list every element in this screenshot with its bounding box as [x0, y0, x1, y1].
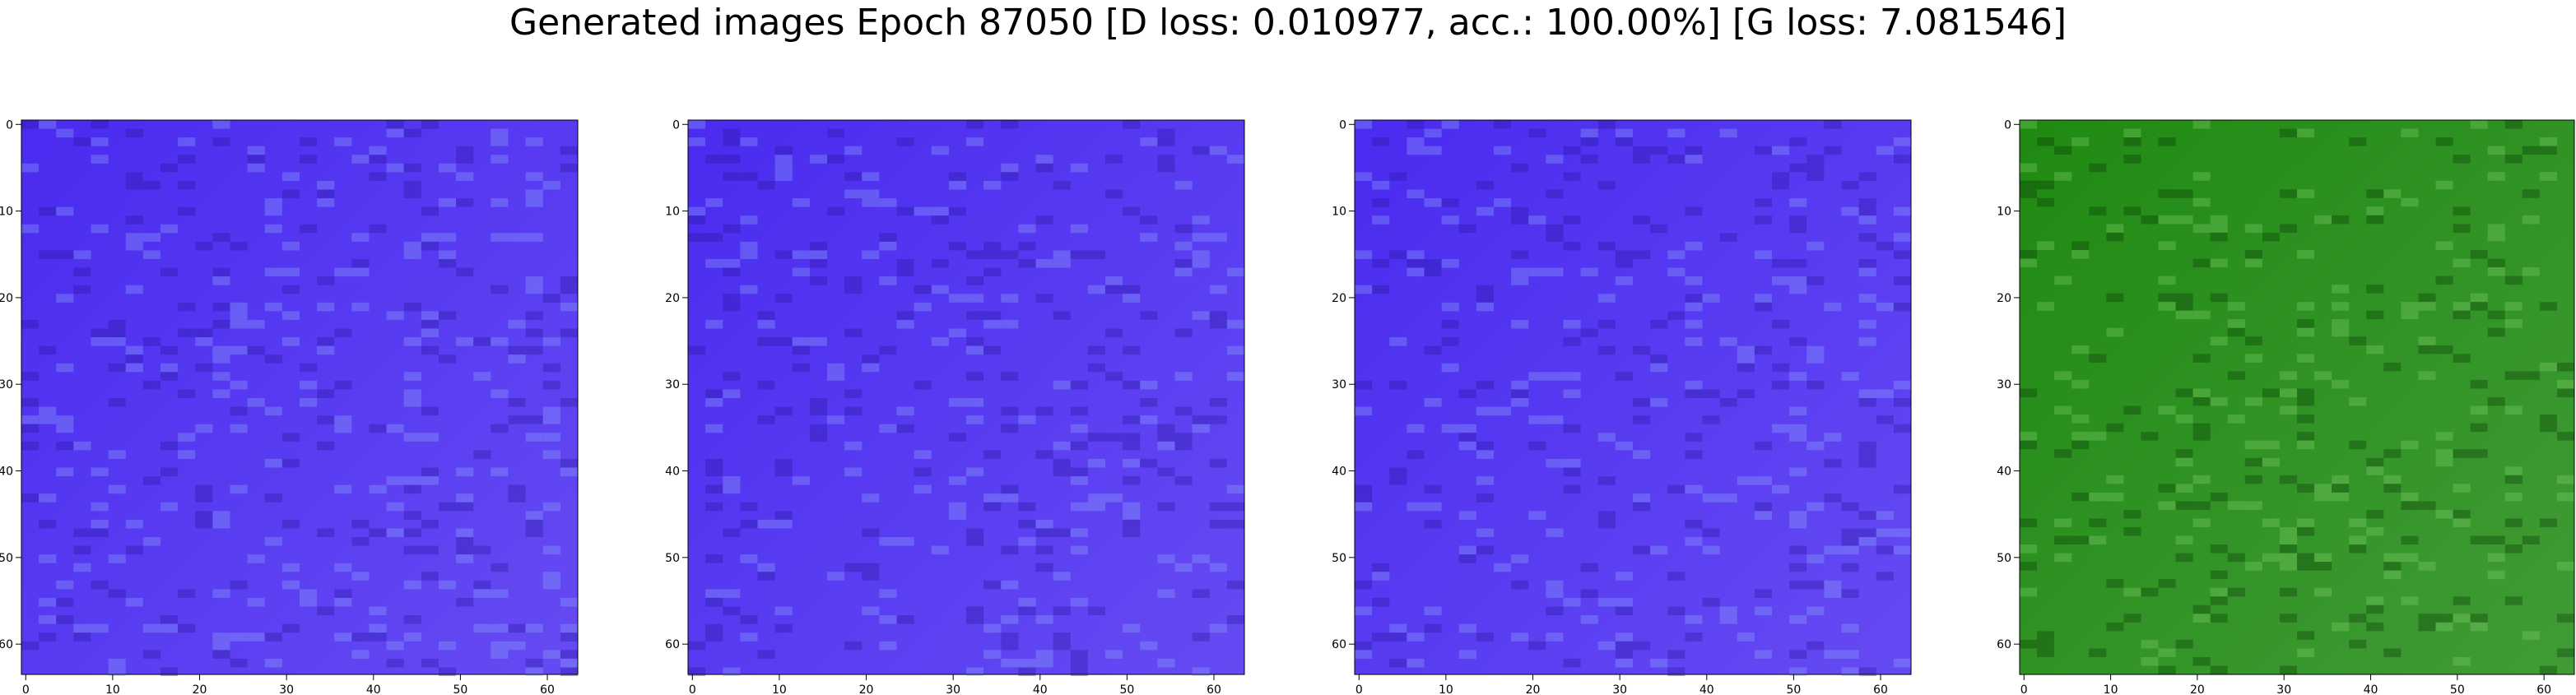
x-tick-label: 10: [2104, 683, 2118, 695]
pixel-texture: [21, 120, 578, 676]
y-tick-label: 30: [665, 378, 680, 392]
x-tick-label: 60: [540, 683, 555, 695]
image-area: [1355, 120, 1911, 674]
pixel-texture: [1355, 120, 1911, 676]
x-tick-label: 40: [366, 683, 381, 695]
x-tick-label: 60: [1207, 683, 1221, 695]
panel-1-plot: 0 10 20 30 40 50 60 0 10 20 30 40 50 60: [0, 118, 579, 695]
x-tick-label: 10: [772, 683, 787, 695]
panel-3-plot: 0 10 20 30 40 50 60 0 10 20 30 40 50 60: [1332, 118, 1912, 695]
x-tick-label: 10: [105, 683, 120, 695]
x-tick-label: 50: [453, 683, 467, 695]
y-tick-label: 10: [1997, 206, 2011, 219]
x-tick-label: 60: [2536, 683, 2551, 695]
axes-frame: [1354, 119, 1912, 675]
image-panel-2: 0 10 20 30 40 50 60 0 10 20 30 40 50 60: [665, 118, 1245, 695]
y-tick-label: 40: [1332, 466, 1346, 479]
pixel-texture: [2020, 120, 2574, 674]
x-tick-label: 10: [1439, 683, 1453, 695]
y-tick-label: 30: [1332, 378, 1346, 392]
y-tick-label: 50: [1997, 552, 2011, 565]
pixel-texture: [688, 120, 1244, 676]
figure-title: Generated images Epoch 87050 [D loss: 0.…: [509, 2, 2067, 44]
y-tick-label: 50: [665, 552, 680, 565]
y-tick-label: 40: [665, 466, 680, 479]
x-tick-label: 20: [859, 683, 874, 695]
image-area: [688, 120, 1244, 674]
image-area: [21, 120, 578, 674]
x-tick-label: 40: [1033, 683, 1048, 695]
axes-frame: [687, 119, 1245, 675]
y-tick-label: 20: [1332, 292, 1346, 305]
y-tick-label: 60: [1332, 638, 1346, 651]
x-tick-label: 0: [2020, 683, 2028, 695]
y-tick-label: 50: [0, 552, 13, 565]
y-tick-label: 20: [0, 292, 13, 305]
panel-4-plot: 0 10 20 30 40 50 60 0 10 20 30 40 50 60: [1997, 118, 2575, 695]
image-panel-1: 0 10 20 30 40 50 60 0 10 20 30 40 50 60: [0, 118, 579, 695]
y-tick-label: 0: [672, 118, 680, 132]
y-tick-label: 60: [665, 638, 680, 651]
image-panel-4: 0 10 20 30 40 50 60 0 10 20 30 40 50 60: [1997, 118, 2575, 695]
y-tick-label: 0: [2004, 118, 2011, 132]
x-tick-label: 20: [1526, 683, 1541, 695]
x-tick-label: 40: [2364, 683, 2378, 695]
x-tick-label: 50: [2450, 683, 2465, 695]
y-tick-label: 10: [1332, 206, 1346, 219]
axes-frame: [21, 119, 579, 675]
image-panel-3: 0 10 20 30 40 50 60 0 10 20 30 40 50 60: [1332, 118, 1912, 695]
x-tick-label: 0: [689, 683, 696, 695]
x-tick-label: 30: [279, 683, 294, 695]
axes-frame: [2019, 119, 2575, 675]
y-tick-label: 60: [1997, 638, 2011, 651]
y-tick-label: 0: [6, 118, 13, 132]
x-tick-label: 40: [1700, 683, 1714, 695]
x-tick-label: 20: [193, 683, 207, 695]
x-tick-label: 30: [946, 683, 960, 695]
y-tick-label: 10: [665, 206, 680, 219]
image-area: [2020, 120, 2574, 674]
x-tick-label: 50: [1119, 683, 1134, 695]
y-tick-label: 30: [1997, 378, 2011, 392]
panel-2-plot: 0 10 20 30 40 50 60 0 10 20 30 40 50 60: [665, 118, 1245, 695]
x-tick-label: 30: [1612, 683, 1627, 695]
y-tick-label: 30: [0, 378, 13, 392]
x-tick-label: 0: [1355, 683, 1363, 695]
y-tick-label: 20: [1997, 292, 2011, 305]
y-tick-label: 40: [0, 466, 13, 479]
y-tick-label: 0: [1339, 118, 1346, 132]
x-tick-label: 20: [2190, 683, 2205, 695]
y-tick-label: 20: [665, 292, 680, 305]
y-tick-label: 10: [0, 206, 13, 219]
y-tick-label: 40: [1997, 466, 2011, 479]
x-tick-label: 0: [22, 683, 30, 695]
y-tick-label: 60: [0, 638, 13, 651]
x-tick-label: 50: [1786, 683, 1801, 695]
y-tick-label: 50: [1332, 552, 1346, 565]
x-tick-label: 60: [1873, 683, 1888, 695]
x-tick-label: 30: [2276, 683, 2291, 695]
